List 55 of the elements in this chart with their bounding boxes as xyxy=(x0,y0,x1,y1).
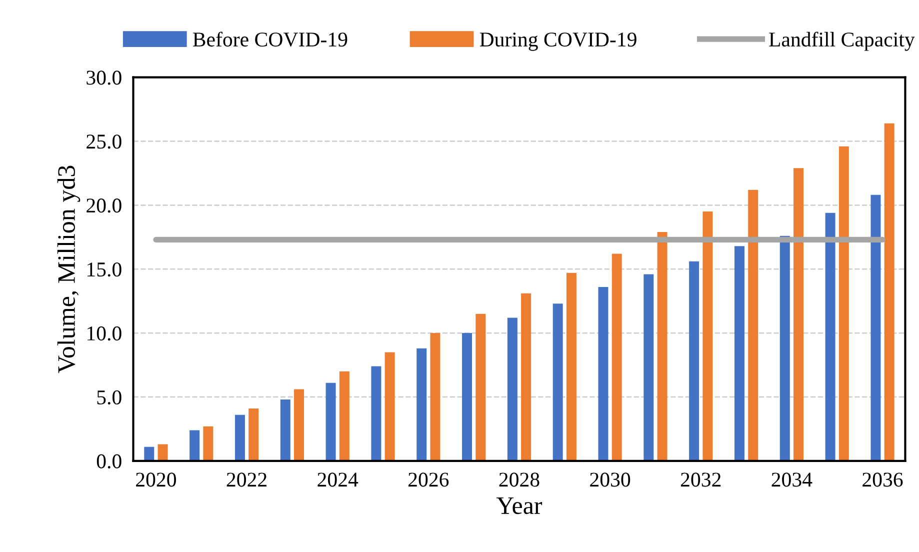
x-tick-label: 2028 xyxy=(499,472,540,487)
x-tick-label: 2032 xyxy=(680,472,721,487)
bar xyxy=(280,400,290,461)
y-tick-label: 10.0 xyxy=(88,326,122,341)
bar xyxy=(794,168,804,461)
bar xyxy=(234,414,245,461)
bar xyxy=(248,408,259,461)
legend-label: Before COVID-19 xyxy=(192,32,348,47)
bar xyxy=(521,293,532,461)
x-tick-label: 2034 xyxy=(772,472,812,487)
bar xyxy=(476,314,486,461)
x-tick-label: 2030 xyxy=(590,472,630,487)
bar xyxy=(612,254,622,461)
bar xyxy=(566,272,576,461)
x-axis-title: Year xyxy=(496,497,542,514)
y-tick-label: 25.0 xyxy=(86,134,122,149)
bar xyxy=(158,444,168,461)
bar xyxy=(507,318,518,461)
legend-label: During COVID-19 xyxy=(480,32,636,51)
x-tick-label: 2024 xyxy=(318,472,358,487)
bar xyxy=(748,190,758,461)
y-tick-label: 5.0 xyxy=(97,390,122,405)
x-tick-label: 2022 xyxy=(226,472,266,487)
x-tick-label: 2036 xyxy=(862,472,903,487)
bar xyxy=(838,146,849,461)
bar xyxy=(203,426,214,461)
bar xyxy=(294,389,304,461)
bar xyxy=(430,333,440,461)
bar xyxy=(884,123,894,461)
x-tick-label: 2026 xyxy=(408,472,449,487)
x-tick-label: 2020 xyxy=(136,472,176,487)
bar xyxy=(326,382,336,461)
bar xyxy=(339,371,350,461)
y-tick-label: 20.0 xyxy=(86,198,122,213)
y-tick-label: 30.0 xyxy=(86,70,122,85)
bar xyxy=(870,194,881,461)
bar xyxy=(190,430,200,461)
bar xyxy=(689,261,700,461)
bar xyxy=(416,348,427,461)
bar xyxy=(598,287,608,461)
legend-label: Landfill Capacity xyxy=(769,32,915,51)
y-tick-label: 15.0 xyxy=(88,262,122,277)
bar xyxy=(384,352,395,461)
y-tick-label: 0.0 xyxy=(96,454,122,468)
bar xyxy=(825,212,836,461)
bar xyxy=(144,446,154,461)
bar xyxy=(702,212,713,461)
bar xyxy=(644,274,654,461)
bar xyxy=(552,304,563,461)
bar xyxy=(780,236,790,461)
bar xyxy=(462,333,472,461)
y-axis-title: Volume, Million yd3 xyxy=(57,166,80,374)
bar xyxy=(734,246,744,461)
bar xyxy=(657,232,668,461)
bar xyxy=(371,366,382,461)
